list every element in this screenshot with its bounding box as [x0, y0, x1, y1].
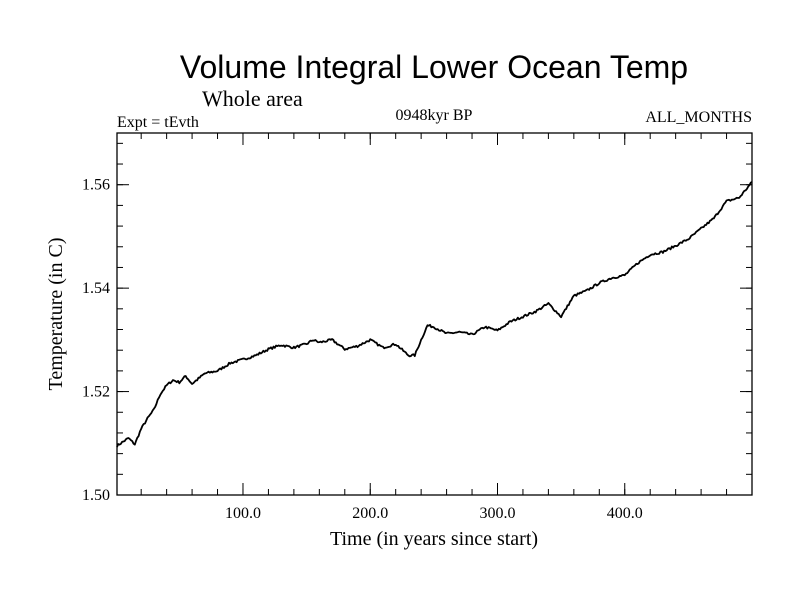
chart-title: Volume Integral Lower Ocean Temp [180, 49, 688, 85]
y-tick-label: 1.56 [82, 177, 110, 194]
period-label: 0948kyr BP [396, 107, 473, 124]
x-tick-label: 400.0 [607, 505, 643, 522]
x-tick-label: 100.0 [225, 505, 261, 522]
y-tick-label: 1.50 [82, 487, 110, 504]
plot-area: 100.0 200.0 300.0 400.0 1.50 1.52 1.54 1.56 [82, 132, 753, 522]
series-line [116, 181, 753, 448]
y-tick-labels: 1.50 1.52 1.54 1.56 [82, 177, 110, 504]
x-axis-label: Time (in years since start) [330, 528, 538, 550]
x-tick-labels: 100.0 200.0 300.0 400.0 [225, 505, 643, 522]
months-label: ALL_MONTHS [645, 109, 752, 126]
x-tick-label: 300.0 [479, 505, 515, 522]
experiment-label: Expt = tEvth [117, 114, 199, 131]
y-axis-label: Temperature (in C) [45, 238, 67, 391]
plot-frame [116, 132, 753, 496]
x-tick-label: 200.0 [352, 505, 388, 522]
axis-ticks [117, 133, 752, 496]
y-tick-label: 1.52 [82, 384, 110, 401]
chart-subtitle: Whole area [202, 86, 303, 111]
y-tick-label: 1.54 [82, 280, 110, 297]
